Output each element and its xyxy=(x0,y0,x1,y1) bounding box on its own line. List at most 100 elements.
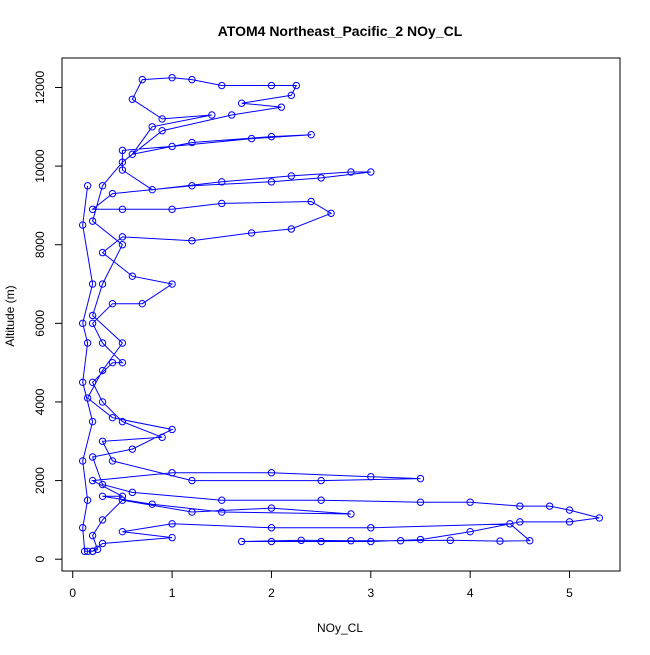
y-tick-label: 10000 xyxy=(33,149,47,183)
x-axis-label: NOy_CL xyxy=(317,621,363,635)
point xyxy=(118,158,127,166)
point xyxy=(118,146,127,155)
point xyxy=(108,413,117,422)
point xyxy=(80,547,89,556)
point xyxy=(158,115,166,123)
point xyxy=(188,75,196,84)
point xyxy=(267,537,276,546)
point xyxy=(247,229,256,237)
point xyxy=(237,537,246,546)
point xyxy=(88,378,97,387)
point xyxy=(118,339,127,347)
point xyxy=(367,524,375,532)
point xyxy=(446,536,454,545)
point xyxy=(237,99,246,107)
point xyxy=(88,205,97,214)
point xyxy=(267,178,276,186)
point xyxy=(367,537,375,546)
point xyxy=(148,500,156,508)
point xyxy=(347,537,355,545)
point xyxy=(292,81,300,90)
point xyxy=(168,73,176,82)
point xyxy=(88,547,97,556)
point xyxy=(416,498,425,506)
point xyxy=(108,457,117,465)
point xyxy=(128,488,137,497)
point xyxy=(516,518,524,526)
point xyxy=(118,205,127,214)
point xyxy=(267,469,276,477)
x-tick-label: 3 xyxy=(367,586,374,600)
point xyxy=(118,358,127,367)
point xyxy=(148,123,156,131)
point xyxy=(168,142,176,151)
point xyxy=(158,433,166,442)
point xyxy=(516,502,524,510)
point xyxy=(168,425,176,434)
point xyxy=(565,506,574,514)
point xyxy=(416,474,425,483)
point xyxy=(347,510,355,518)
x-tick-label: 2 xyxy=(268,586,275,600)
point xyxy=(128,150,137,159)
point xyxy=(327,209,335,217)
point xyxy=(88,280,97,288)
point xyxy=(208,111,216,119)
point xyxy=(317,174,325,182)
point xyxy=(188,237,196,245)
point xyxy=(218,178,226,186)
point xyxy=(93,545,102,554)
x-tick-label: 0 xyxy=(69,586,76,600)
point xyxy=(128,445,137,453)
point xyxy=(277,103,286,111)
point xyxy=(98,280,107,288)
point xyxy=(287,91,296,100)
point xyxy=(78,319,87,328)
point xyxy=(367,168,375,176)
point xyxy=(88,453,97,461)
point xyxy=(228,111,236,119)
point xyxy=(98,492,107,501)
x-tick-label: 4 xyxy=(467,586,474,600)
point xyxy=(88,531,97,540)
point xyxy=(307,197,315,206)
point xyxy=(416,535,425,544)
point xyxy=(98,248,107,257)
point xyxy=(138,299,146,308)
point xyxy=(88,476,97,485)
point xyxy=(138,75,146,84)
point xyxy=(287,225,296,233)
point xyxy=(317,496,325,504)
point xyxy=(188,476,196,485)
point xyxy=(267,81,276,90)
point xyxy=(118,233,127,241)
point xyxy=(118,166,127,174)
point xyxy=(78,378,87,387)
point xyxy=(367,472,375,481)
point xyxy=(218,81,226,90)
point xyxy=(78,457,87,465)
y-tick-label: 2000 xyxy=(33,467,47,494)
y-tick-label: 0 xyxy=(33,556,47,563)
point xyxy=(168,533,176,542)
chart-title: ATOM4 Northeast_Pacific_2 NOy_CL xyxy=(218,23,463,39)
y-tick-label: 6000 xyxy=(33,310,47,337)
point xyxy=(88,417,97,426)
point xyxy=(396,537,405,545)
point xyxy=(83,496,92,504)
point xyxy=(128,272,137,280)
point xyxy=(218,199,226,208)
x-tick-label: 1 xyxy=(169,586,176,600)
point xyxy=(188,182,196,190)
y-axis-label: Altitude (m) xyxy=(3,285,17,346)
point xyxy=(108,299,117,308)
point xyxy=(287,172,296,180)
point xyxy=(297,536,305,545)
point xyxy=(506,520,514,528)
point xyxy=(188,508,196,516)
point xyxy=(168,205,176,214)
series-line xyxy=(82,77,600,552)
plot-frame xyxy=(61,57,621,572)
x-tick-label: 5 xyxy=(566,586,573,600)
point xyxy=(88,217,97,225)
